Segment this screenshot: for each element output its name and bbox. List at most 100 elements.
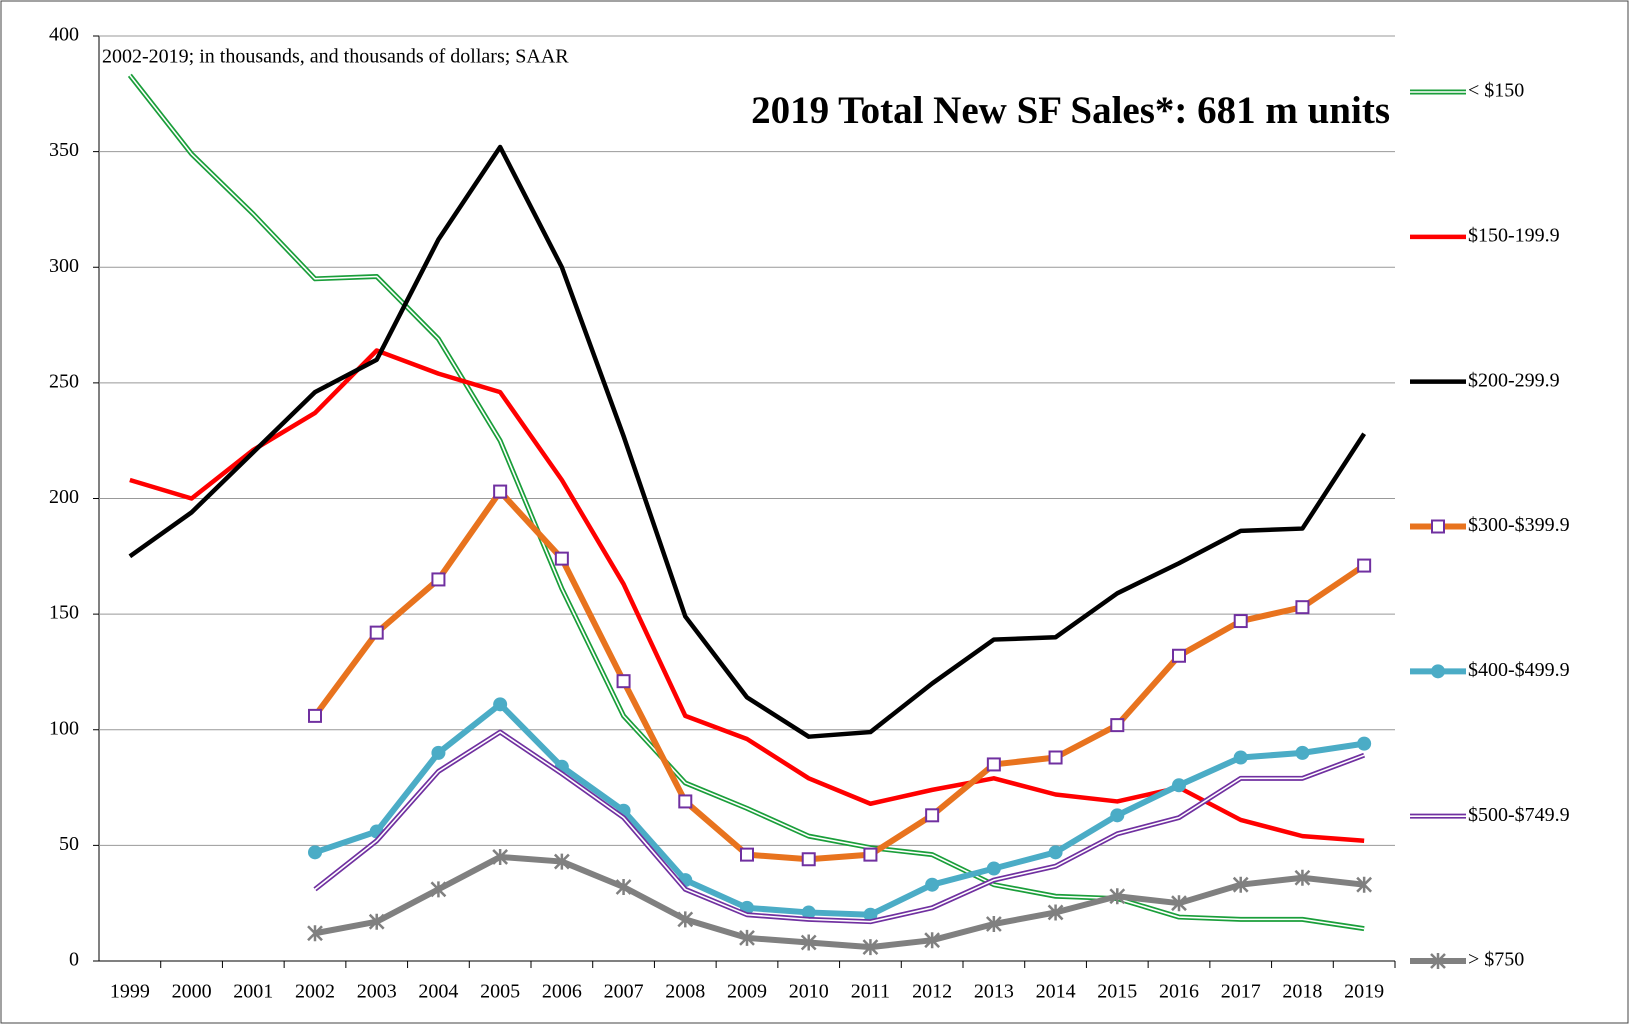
marker-square	[678, 794, 693, 809]
marker-asterisk	[985, 916, 1002, 932]
x-tick-label: 2005	[480, 981, 520, 1003]
marker-square	[801, 852, 816, 867]
marker-square	[431, 572, 446, 587]
marker-asterisk	[862, 939, 879, 956]
marker	[677, 911, 694, 928]
marker	[1109, 888, 1126, 905]
legend-label: $500-$749.9	[1468, 804, 1570, 826]
marker	[863, 847, 878, 862]
marker	[1294, 869, 1311, 886]
marker-asterisk	[615, 879, 632, 895]
marker-asterisk	[677, 911, 694, 928]
legend-label: < $150	[1468, 80, 1524, 102]
x-tick-label: 2006	[542, 981, 582, 1003]
marker-circle	[1048, 845, 1063, 860]
marker	[1171, 895, 1187, 912]
y-tick-label: 350	[49, 139, 79, 161]
marker-circle	[1431, 664, 1445, 679]
marker-square	[1048, 750, 1063, 765]
marker-square	[493, 484, 508, 499]
marker-circle	[431, 745, 446, 760]
marker	[1357, 736, 1372, 751]
marker-asterisk	[1356, 876, 1373, 893]
marker	[1048, 750, 1063, 765]
marker	[800, 934, 817, 951]
marker-circle	[1110, 808, 1125, 823]
marker	[1110, 808, 1125, 823]
marker-square	[1357, 558, 1372, 573]
marker	[431, 572, 446, 587]
marker	[307, 925, 323, 942]
marker	[1295, 600, 1310, 615]
legend-label: > $750	[1468, 949, 1524, 971]
marker-asterisk	[1430, 953, 1446, 969]
marker-asterisk	[553, 853, 570, 870]
x-tick-label: 2002	[295, 981, 335, 1003]
marker-circle	[801, 905, 816, 920]
x-tick-label: 1999	[110, 981, 150, 1003]
marker	[925, 808, 940, 823]
marker-square	[616, 674, 631, 689]
marker	[1232, 876, 1249, 893]
y-tick-label: 250	[49, 370, 79, 392]
series-line	[314, 853, 1365, 951]
marker-square	[369, 625, 384, 640]
legend-label: $150-199.9	[1468, 224, 1560, 246]
x-tick-label: 2000	[172, 981, 212, 1003]
y-tick-label: 0	[69, 949, 79, 971]
marker	[1431, 519, 1445, 534]
marker	[801, 852, 816, 867]
marker-circle	[1233, 750, 1248, 765]
marker	[1048, 845, 1063, 860]
x-tick-label: 2010	[789, 981, 829, 1003]
legend-label: $200-299.9	[1468, 369, 1560, 391]
marker-circle	[493, 697, 508, 712]
marker-circle	[1295, 745, 1310, 760]
marker	[1431, 664, 1445, 679]
marker-square	[1172, 648, 1186, 663]
marker-asterisk	[800, 934, 817, 951]
series-line	[312, 488, 1366, 863]
y-tick-label: 150	[49, 602, 79, 624]
marker	[801, 905, 816, 920]
marker-square	[925, 808, 940, 823]
marker	[616, 674, 631, 689]
marker	[1110, 718, 1125, 733]
marker-asterisk	[492, 848, 509, 865]
x-tick-label: 2003	[357, 981, 397, 1003]
x-tick-label: 2015	[1097, 981, 1137, 1003]
x-tick-label: 2017	[1221, 981, 1261, 1003]
y-tick-label: 400	[49, 24, 79, 46]
marker	[308, 708, 322, 723]
marker-asterisk	[1294, 869, 1311, 886]
marker	[553, 853, 570, 870]
marker-square	[308, 708, 322, 723]
marker-square	[554, 551, 569, 566]
x-tick-label: 2016	[1159, 981, 1199, 1003]
marker	[1172, 778, 1186, 793]
x-tick-label: 2007	[604, 981, 644, 1003]
marker	[430, 881, 447, 898]
marker-asterisk	[1047, 904, 1064, 921]
chart-subtitle: 2002-2019; in thousands, and thousands o…	[102, 46, 569, 68]
marker	[678, 794, 693, 809]
x-tick-label: 2019	[1344, 981, 1384, 1003]
marker-asterisk	[924, 932, 941, 949]
marker	[986, 757, 1001, 772]
marker-asterisk	[307, 925, 323, 942]
marker	[492, 848, 509, 865]
marker	[308, 845, 322, 860]
x-tick-label: 2009	[727, 981, 767, 1003]
legend-label: $400-$499.9	[1468, 659, 1570, 681]
marker-asterisk	[1109, 888, 1126, 905]
marker	[1356, 876, 1373, 893]
marker	[1172, 648, 1186, 663]
marker	[431, 745, 446, 760]
marker-square	[986, 757, 1001, 772]
series-line-inner	[314, 731, 1365, 923]
marker-asterisk	[430, 881, 447, 898]
marker	[986, 861, 1001, 876]
x-tick-label: 2012	[912, 981, 952, 1003]
marker	[493, 484, 508, 499]
